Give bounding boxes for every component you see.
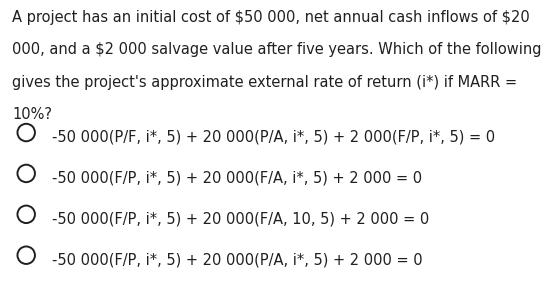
Text: 000, and a \$2 000 salvage value after five years. Which of the following: 000, and a \$2 000 salvage value after f… xyxy=(12,42,542,57)
Text: -50 000(F/P, i*, 5) + 20 000(F/A, 10, 5) + 2 000 = 0: -50 000(F/P, i*, 5) + 20 000(F/A, 10, 5)… xyxy=(52,212,429,226)
Text: gives the project's approximate external rate of return (i*) if MARR =: gives the project's approximate external… xyxy=(12,75,517,90)
Text: -50 000(F/P, i*, 5) + 20 000(F/A, i*, 5) + 2 000 = 0: -50 000(F/P, i*, 5) + 20 000(F/A, i*, 5)… xyxy=(52,171,422,186)
Text: A project has an initial cost of \$50 000, net annual cash inflows of \$20: A project has an initial cost of \$50 00… xyxy=(12,10,530,25)
Text: -50 000(F/P, i*, 5) + 20 000(P/A, i*, 5) + 2 000 = 0: -50 000(F/P, i*, 5) + 20 000(P/A, i*, 5)… xyxy=(52,252,423,267)
Text: -50 000(P/F, i*, 5) + 20 000(P/A, i*, 5) + 2 000(F/P, i*, 5) = 0: -50 000(P/F, i*, 5) + 20 000(P/A, i*, 5)… xyxy=(52,130,495,145)
Text: 10%?: 10%? xyxy=(12,107,52,122)
